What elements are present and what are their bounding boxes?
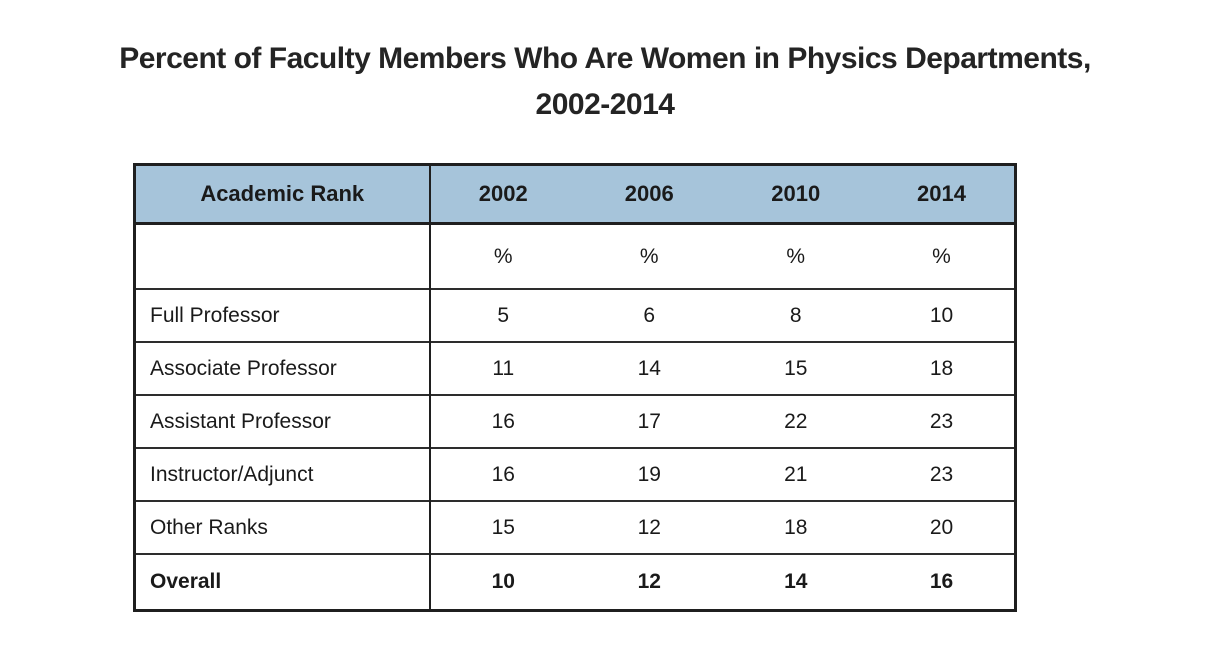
cell-value: 12 — [576, 500, 723, 554]
cell-value: 23 — [869, 394, 1016, 448]
cell-value: 23 — [869, 447, 1016, 501]
cell-value: 15 — [722, 341, 869, 395]
cell-value: 16 — [429, 394, 576, 448]
unit-percent-2014: % — [869, 222, 1016, 289]
header-year-2002: 2002 — [429, 164, 576, 225]
cell-value: 21 — [722, 447, 869, 501]
table-row-instructor-adjunct: Instructor/Adjunct 16 19 21 23 — [134, 447, 1016, 501]
cell-value: 8 — [722, 288, 869, 342]
cell-value: 5 — [429, 288, 576, 342]
page-title-line1: Percent of Faculty Members Who Are Women… — [119, 42, 1091, 75]
table-header-row: Academic Rank 2002 2006 2010 2014 — [134, 164, 1016, 225]
table-row-associate-professor: Associate Professor 11 14 15 18 — [134, 341, 1016, 395]
page-title-line2: 2002-2014 — [535, 88, 675, 121]
table-row-other-ranks: Other Ranks 15 12 18 20 — [134, 500, 1016, 554]
row-label: Overall — [134, 553, 431, 611]
row-label: Instructor/Adjunct — [134, 447, 431, 501]
unit-percent-2006: % — [576, 222, 723, 289]
table-row-overall: Overall 10 12 14 16 — [134, 553, 1016, 611]
cell-value: 20 — [869, 500, 1016, 554]
table-unit-row: % % % % — [134, 222, 1016, 289]
unit-row-blank-cell — [134, 222, 431, 289]
table-row-assistant-professor: Assistant Professor 16 17 22 23 — [134, 394, 1016, 448]
cell-value: 14 — [576, 341, 723, 395]
page-title: Percent of Faculty Members Who Are Women… — [0, 36, 1210, 128]
cell-value: 15 — [429, 500, 576, 554]
header-year-2010: 2010 — [722, 164, 869, 225]
cell-value: 10 — [429, 553, 576, 611]
cell-value: 12 — [576, 553, 723, 611]
cell-value: 6 — [576, 288, 723, 342]
cell-value: 16 — [429, 447, 576, 501]
row-label: Associate Professor — [134, 341, 431, 395]
header-year-2014: 2014 — [869, 164, 1016, 225]
header-year-2006: 2006 — [576, 164, 723, 225]
cell-value: 22 — [722, 394, 869, 448]
unit-percent-2010: % — [722, 222, 869, 289]
cell-value: 19 — [576, 447, 723, 501]
faculty-women-percent-table: Academic Rank 2002 2006 2010 2014 % % % … — [133, 163, 1017, 612]
cell-value: 18 — [722, 500, 869, 554]
row-label: Other Ranks — [134, 500, 431, 554]
cell-value: 17 — [576, 394, 723, 448]
cell-value: 14 — [722, 553, 869, 611]
cell-value: 11 — [429, 341, 576, 395]
row-label: Assistant Professor — [134, 394, 431, 448]
unit-percent-2002: % — [429, 222, 576, 289]
header-academic-rank: Academic Rank — [134, 164, 431, 225]
cell-value: 10 — [869, 288, 1016, 342]
cell-value: 16 — [869, 553, 1016, 611]
table-row-full-professor: Full Professor 5 6 8 10 — [134, 288, 1016, 342]
cell-value: 18 — [869, 341, 1016, 395]
row-label: Full Professor — [134, 288, 431, 342]
